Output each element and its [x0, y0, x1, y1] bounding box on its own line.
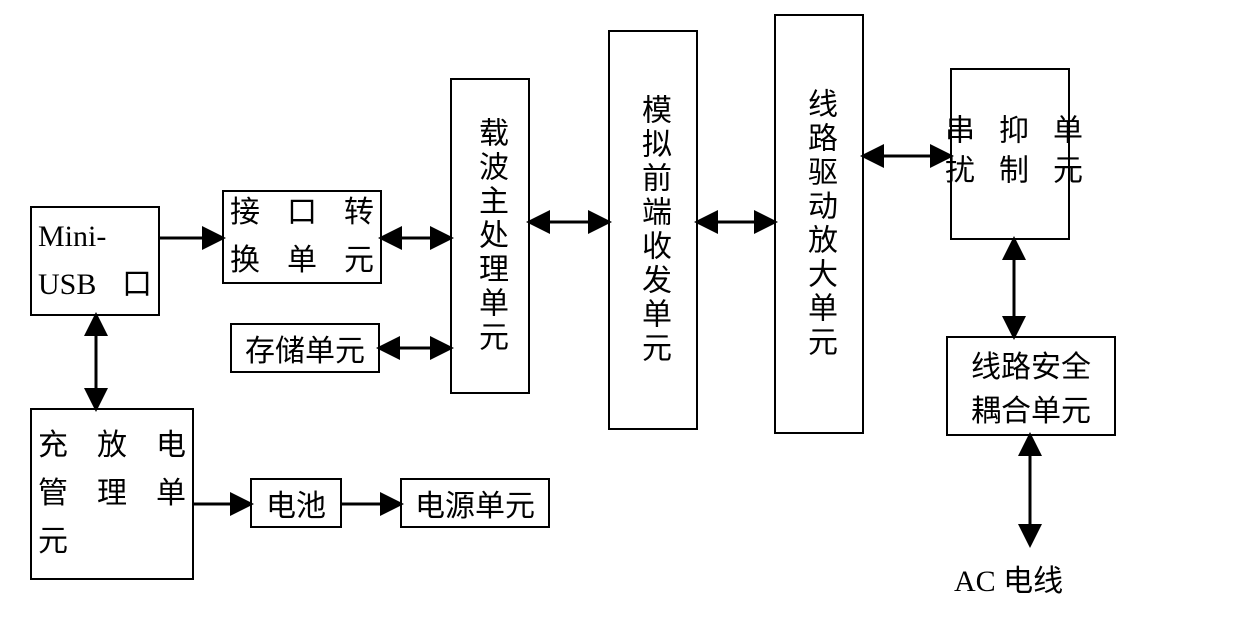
node-label: Mini-: [38, 220, 106, 253]
node-label: 电源单元: [415, 481, 535, 525]
node-charge-mgmt: 充 放 电 管 理 单 元: [30, 408, 194, 580]
node-label: 充 放 电: [38, 429, 186, 462]
node-label: 接 口 转: [230, 196, 374, 229]
node-interface-conv: 接 口 转 换单元: [222, 190, 382, 284]
node-label: 元: [38, 518, 186, 566]
diagram-canvas: Mini- USB 口 接 口 转 换单元 存储单元 充 放 电 管 理 单 元…: [0, 0, 1240, 636]
node-label: 线路驱动放大单元: [795, 88, 843, 360]
node-storage: 存储单元: [230, 323, 380, 373]
node-battery: 电池: [250, 478, 342, 528]
node-label: 线路安全: [971, 351, 1091, 384]
node-label: 载波主处理单元: [466, 117, 514, 355]
node-power: 电源单元: [400, 478, 550, 528]
ac-wire-label: AC 电线: [954, 556, 1063, 600]
node-label: 管 理 单: [38, 477, 186, 510]
node-label: 串扰: [932, 114, 980, 194]
node-label: 单元: [1040, 114, 1088, 194]
node-carrier-main: 载波主处理单元: [450, 78, 530, 394]
node-label: 耦合单元: [971, 395, 1091, 428]
node-label: USB 口: [38, 268, 152, 301]
node-analog-front: 模拟前端收发单元: [608, 30, 698, 430]
node-label: 换单元: [230, 244, 374, 277]
node-label: 存储单元: [245, 326, 365, 370]
node-label: 电池: [266, 481, 326, 525]
node-line-safety: 线路安全 耦合单元: [946, 336, 1116, 436]
node-label: AC 电线: [954, 565, 1063, 598]
node-crosstalk: 串扰 抑制 单元: [950, 68, 1070, 240]
node-mini-usb: Mini- USB 口: [30, 206, 160, 316]
node-label: 模拟前端收发单元: [629, 94, 677, 366]
node-line-driver: 线路驱动放大单元: [774, 14, 864, 434]
node-label: 抑制: [986, 114, 1034, 194]
